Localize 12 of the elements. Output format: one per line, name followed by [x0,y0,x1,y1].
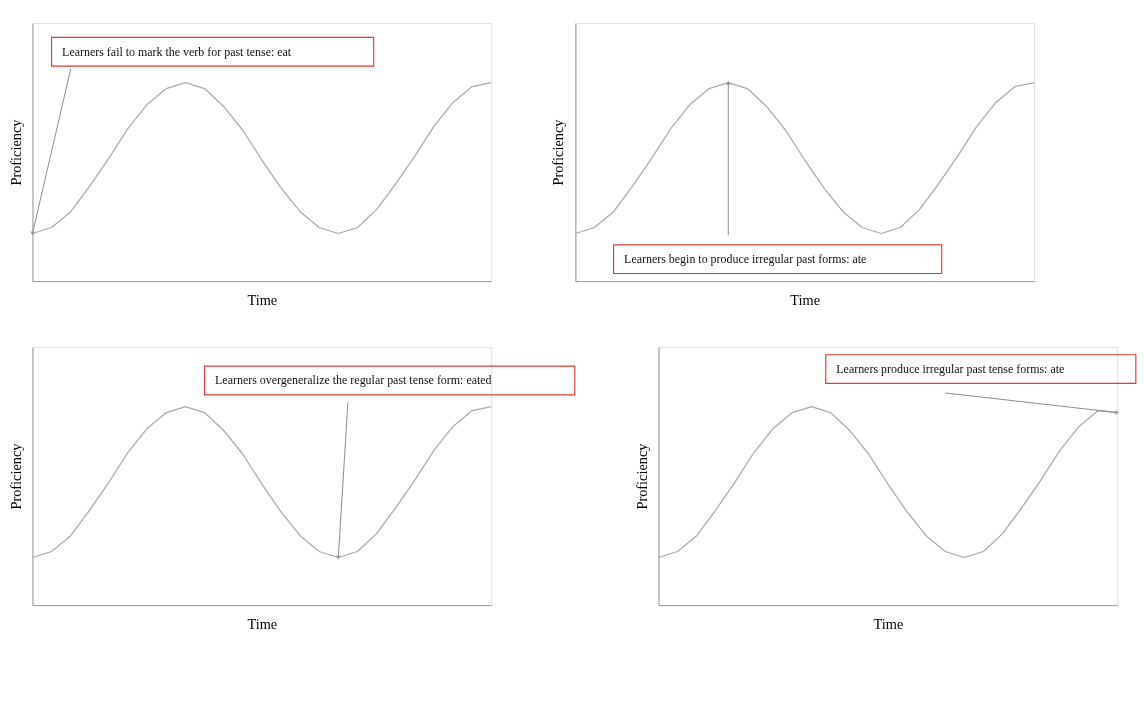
text: Learners produce irregular past tense forms: ate [836,361,1065,376]
annotation: Learners begin to produce irregular past forms: ate [624,251,867,266]
x-axis-title: Time [247,615,278,632]
x-axis-title: Time [790,291,821,308]
y-axis-title: Proficiency [550,118,567,186]
y-axis-title: Proficiency [7,442,24,510]
x-axis-title: Time [873,615,904,632]
text: Learners overgeneralize the regular past tense form: eated [215,373,492,388]
text: Learners fail to mark the verb for past tense: eat [62,44,292,59]
y-axis-title: Proficiency [633,442,650,510]
x-axis-title: Time [247,291,278,308]
y-axis-title: Proficiency [7,118,24,186]
